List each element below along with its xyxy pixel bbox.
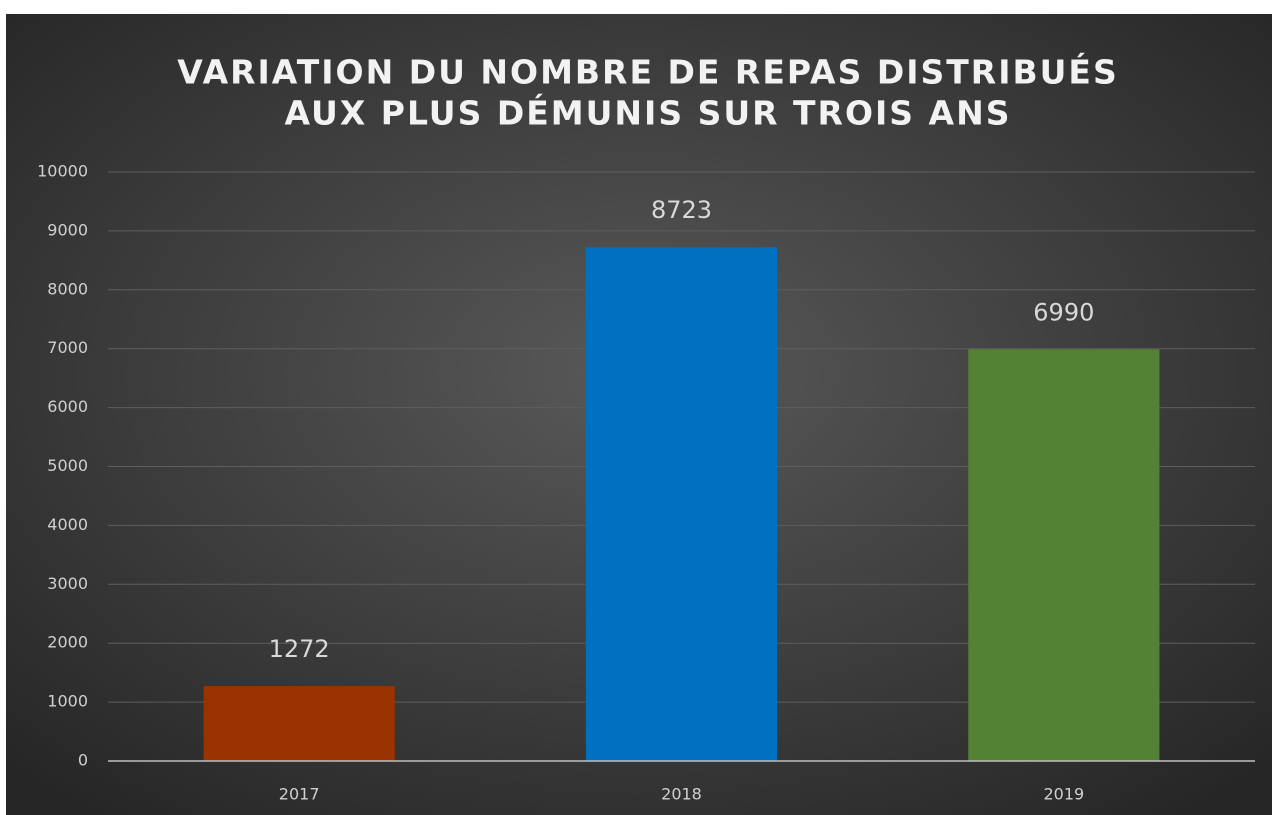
value-label: 1272 xyxy=(269,635,330,663)
y-tick-label: 3000 xyxy=(47,574,88,593)
y-tick-label: 4000 xyxy=(47,515,88,534)
value-label: 8723 xyxy=(651,196,712,224)
bar xyxy=(203,686,395,761)
y-tick-label: 6000 xyxy=(47,397,88,416)
x-tick-label: 2019 xyxy=(1043,785,1084,804)
y-tick-label: 5000 xyxy=(47,456,88,475)
y-tick-label: 1000 xyxy=(47,692,88,711)
y-tick-label: 10000 xyxy=(37,162,88,181)
chart-title: VARIATION DU NOMBRE DE REPAS DISTRIBUÉS xyxy=(177,52,1118,92)
y-tick-label: 7000 xyxy=(47,338,88,357)
bar xyxy=(968,349,1160,761)
y-tick-label: 2000 xyxy=(47,633,88,652)
value-label: 6990 xyxy=(1033,298,1094,326)
chart-title: AUX PLUS DÉMUNIS SUR TROIS ANS xyxy=(285,93,1012,133)
bar xyxy=(585,247,778,761)
y-tick-label: 9000 xyxy=(47,220,88,239)
y-tick-label: 8000 xyxy=(47,279,88,298)
y-tick-label: 0 xyxy=(78,751,88,770)
x-tick-label: 2018 xyxy=(661,785,702,804)
x-tick-label: 2017 xyxy=(279,785,320,804)
